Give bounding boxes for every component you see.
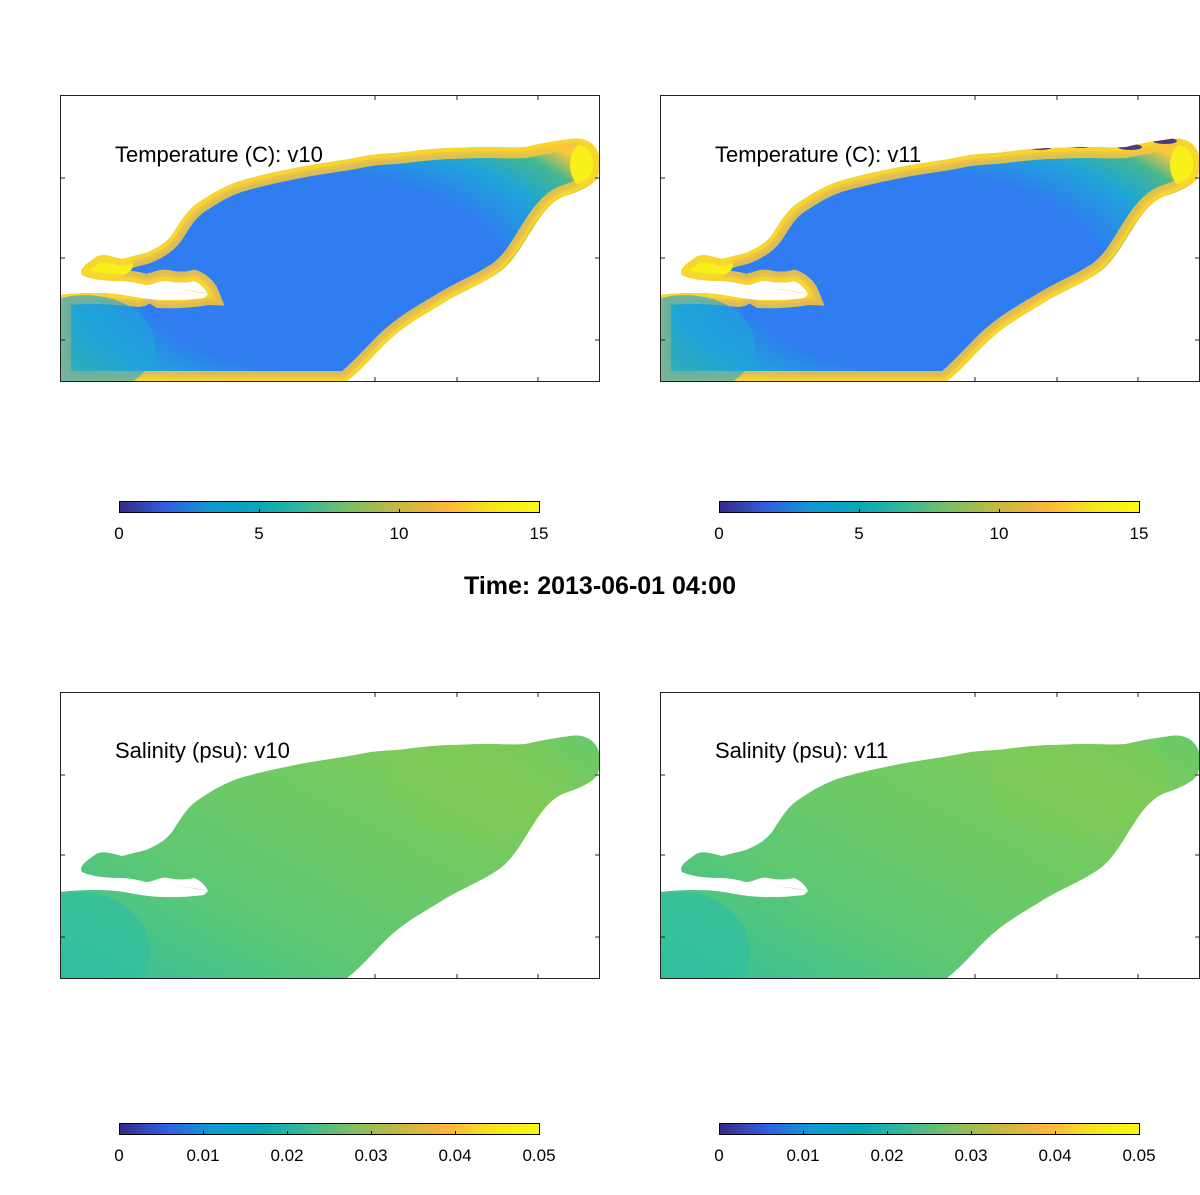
colorbar-tick-label: 0.03 [954,1146,988,1165]
western-basin-cool-area [660,295,755,382]
salinity-v11-map-svg [660,692,1200,979]
colorbar-salinity-v10 [119,1123,540,1135]
temp-v11-field [660,138,1200,382]
colorbar-tick-label: 0 [114,1146,124,1165]
colorbar-tick [119,509,120,513]
colorbar-tick [1139,1131,1140,1135]
colorbar-tick-label: 0.01 [786,1146,820,1165]
sal-v10-sand-spit [60,879,208,898]
western-low-salinity-area [660,892,750,979]
colorbar-tick [371,1131,372,1135]
colorbar-tick-label: 10 [989,524,1009,543]
cold-upwelling-patch [1068,142,1092,148]
temp-v11-sand-spit [660,282,808,301]
western-basin-cool-area [60,295,155,382]
colorbar-tick [1055,1131,1056,1135]
temperature-v11-map-svg [660,95,1200,382]
colorbar-tick-label: 0.02 [870,1146,904,1165]
salinity-v10-title: Salinity (psu): v10 [115,738,290,763]
cold-upwelling-patch [1118,144,1142,150]
colorbar-tick [971,1131,972,1135]
colorbar-tick-label: 0.05 [1122,1146,1156,1165]
eastern-high-salinity-area [990,735,1170,837]
colorbar-tick-label: 0.03 [354,1146,388,1165]
temperature-v10-map [60,95,600,382]
cold-upwelling-patch [1153,138,1177,144]
sal-v11-field [660,735,1200,979]
salinity-v10-map [60,692,600,979]
colorbar-tick [803,1131,804,1135]
colorbar-tick-label: 0.04 [1038,1146,1072,1165]
colorbar-tick [399,509,400,513]
sal-v10-field [60,735,600,979]
colorbar-tick-label: 0.04 [438,1146,472,1165]
colorbar-tick [999,509,1000,513]
western-low-salinity-area [60,892,150,979]
sal-v11-sand-spit [660,879,808,898]
temp-v10-field [60,138,600,382]
colorbar-tick [1139,509,1140,513]
temp-v10-axes-frame [60,95,600,382]
temperature-v11-title: Temperature (C): v11 [715,142,922,167]
colorbar-tick [719,1131,720,1135]
colorbar-tick-label: 5 [854,524,864,543]
colorbar-tick [719,509,720,513]
colorbar-tick [539,1131,540,1135]
colorbar-tick-label: 0 [714,1146,724,1165]
temperature-v10-map-svg [60,95,600,382]
temp-v10-sand-spit [60,282,208,301]
salinity-v11-map [660,692,1200,979]
temperature-v10-title: Temperature (C): v10 [115,142,323,167]
colorbar-tick-label: 0.01 [186,1146,220,1165]
sal-v10-axes-frame [60,692,600,979]
colorbar-tick-label: 0.02 [270,1146,304,1165]
colorbar-tick-label: 10 [389,524,409,543]
figure-title: Time: 2013-06-01 04:00 [464,572,736,600]
colorbar-salinity-v11 [719,1123,1140,1135]
colorbar-tick [887,1131,888,1135]
eastern-end-warm-lobe [570,139,600,191]
salinity-v11-title: Salinity (psu): v11 [715,738,889,763]
eastern-end-warm-lobe [1170,139,1200,191]
colorbar-tick-label: 15 [529,524,549,543]
colorbar-tick [203,1131,204,1135]
colorbar-tick [287,1131,288,1135]
colorbar-tick [859,509,860,513]
colorbar-tick [119,1131,120,1135]
cold-upwelling-patch [1028,144,1052,150]
colorbar-tick [455,1131,456,1135]
colorbar-tick-label: 0 [714,524,724,543]
colorbar-tick [539,509,540,513]
temperature-v11-map [660,95,1200,382]
colorbar-tick-label: 0 [114,524,124,543]
colorbar-tick-label: 15 [1129,524,1149,543]
colorbar-tick-label: 0.05 [522,1146,556,1165]
colorbar-tick-label: 5 [254,524,264,543]
colorbar-tick [259,509,260,513]
salinity-v10-map-svg [60,692,600,979]
colorbar-temperature-v10 [119,501,540,513]
colorbar-temperature-v11 [719,501,1140,513]
eastern-high-salinity-area [390,735,570,837]
